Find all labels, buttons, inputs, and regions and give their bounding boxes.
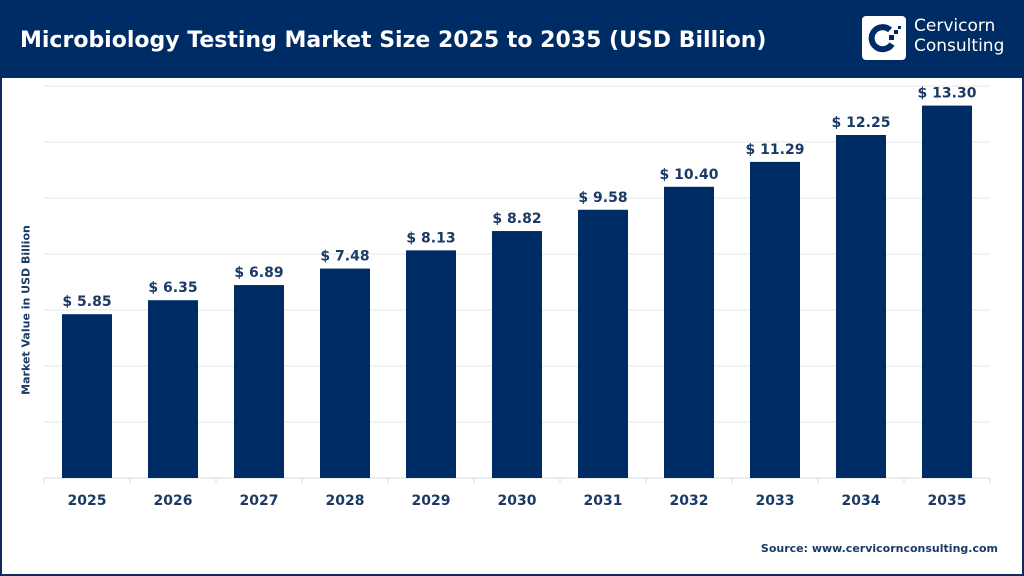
logo-text: Cervicorn Consulting [914, 16, 1004, 56]
bar-2035 [922, 105, 972, 478]
x-tick-label-2033: 2033 [756, 493, 795, 509]
data-label-2030: $ 8.82 [492, 211, 541, 227]
data-label-2033: $ 11.29 [746, 142, 805, 158]
data-label-2031: $ 9.58 [578, 190, 627, 206]
data-label-2032: $ 10.40 [660, 167, 719, 183]
bar-2028 [320, 268, 370, 478]
data-label-2027: $ 6.89 [234, 265, 283, 281]
data-label-2026: $ 6.35 [148, 280, 197, 296]
bar-2029 [406, 250, 456, 478]
x-tick-label-2029: 2029 [412, 493, 451, 509]
source-text: Source: www.cervicornconsulting.com [760, 542, 998, 555]
chart-title: Microbiology Testing Market Size 2025 to… [20, 28, 767, 53]
x-tick-label-2028: 2028 [326, 493, 365, 509]
data-label-2034: $ 12.25 [832, 115, 891, 131]
bar-2032 [664, 186, 714, 479]
bar-2025 [62, 314, 112, 478]
data-label-2025: $ 5.85 [62, 294, 111, 310]
x-tick-label-2034: 2034 [842, 493, 881, 509]
data-label-2028: $ 7.48 [320, 249, 369, 265]
company-logo: Cervicorn Consulting [860, 12, 1008, 66]
logo-line-1: Cervicorn [914, 16, 996, 36]
bar-2027 [234, 285, 284, 478]
bar-2030 [492, 231, 542, 478]
x-tick-label-2025: 2025 [68, 493, 107, 509]
bar-2033 [750, 161, 800, 478]
x-tick-label-2031: 2031 [584, 493, 623, 509]
logo-icon [862, 16, 906, 60]
bar-2026 [148, 300, 198, 478]
x-tick-label-2027: 2027 [240, 493, 279, 509]
x-tick-label-2032: 2032 [670, 493, 709, 509]
x-tick-label-2035: 2035 [928, 493, 967, 509]
y-axis-label: Market Value in USD Billion [19, 225, 33, 395]
x-tick-label-2030: 2030 [498, 493, 537, 509]
logo-line-2: Consulting [914, 36, 1005, 56]
data-label-2029: $ 8.13 [406, 230, 455, 246]
bar-2031 [578, 209, 628, 478]
x-tick-label-2026: 2026 [154, 493, 193, 509]
data-label-2035: $ 13.30 [918, 86, 977, 102]
header-bar: Microbiology Testing Market Size 2025 to… [0, 0, 1024, 78]
bar-2034 [836, 135, 886, 478]
